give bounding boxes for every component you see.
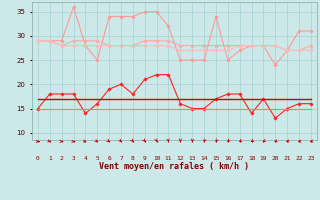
X-axis label: Vent moyen/en rafales ( km/h ): Vent moyen/en rafales ( km/h )	[100, 162, 249, 171]
